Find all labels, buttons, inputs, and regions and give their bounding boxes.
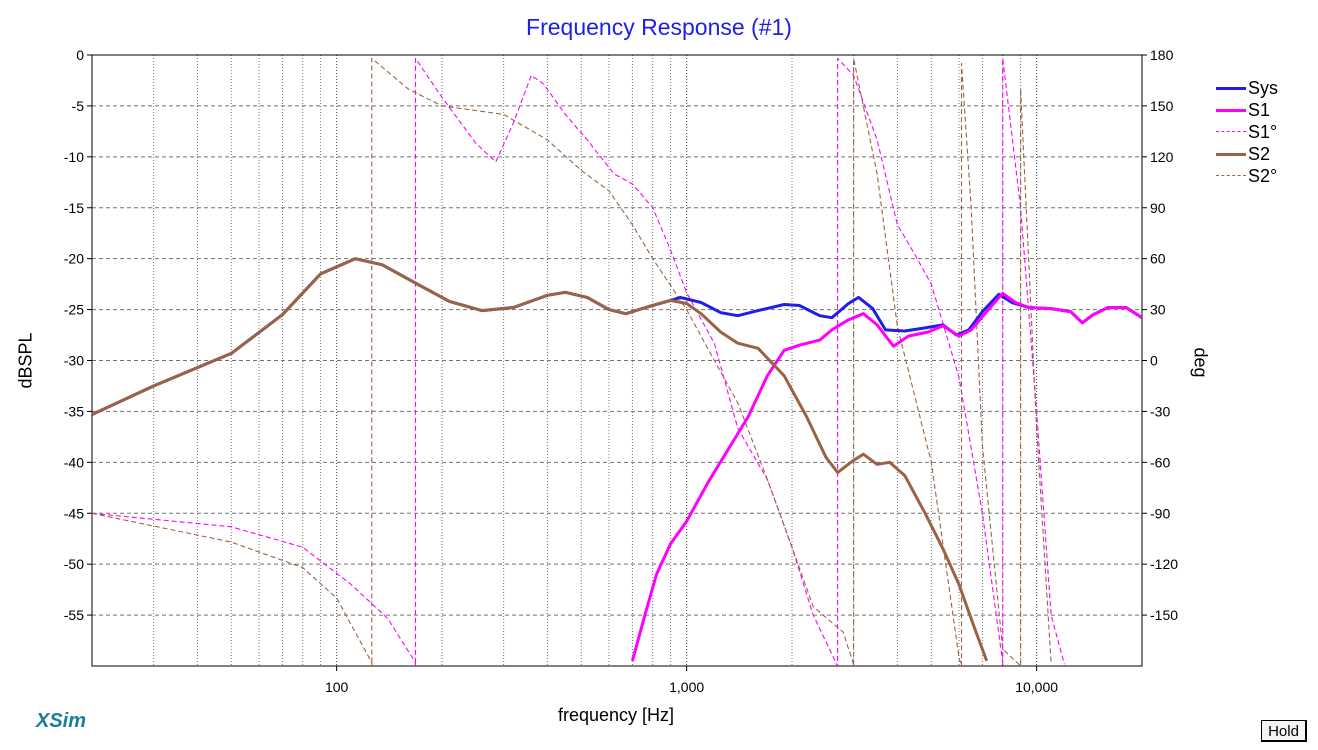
series-s1-line: [630, 291, 1142, 662]
y-axis-label-right: deg: [1190, 347, 1211, 378]
legend-item: S2: [1214, 143, 1314, 165]
legend-label: S1°: [1248, 122, 1278, 142]
y2-tick-label: -120: [1150, 556, 1178, 572]
y-tick-label: -45: [64, 505, 84, 521]
y-tick-label: -10: [64, 149, 84, 165]
legend-swatch: [1216, 153, 1246, 156]
y-tick-label: -55: [64, 607, 84, 623]
x-tick-label: 100: [325, 679, 349, 695]
chart-legend: Sys S1 S1° S2 S2°: [1214, 77, 1314, 187]
y-axis-label-left: dBSPL: [15, 332, 36, 389]
y2-tick-label: -90: [1150, 505, 1170, 521]
legend-swatch: [1216, 131, 1246, 132]
y2-tick-label: 30: [1150, 302, 1166, 318]
y-tick-label: -40: [64, 454, 84, 470]
chart-title: Frequency Response (#1): [526, 14, 792, 40]
y2-tick-label: 0: [1150, 353, 1158, 369]
x-axis-label: frequency [Hz]: [557, 705, 675, 725]
y2-tick-label: 150: [1150, 98, 1174, 114]
series-s2-line: [92, 257, 989, 662]
x-tick-label: 10,000: [1015, 679, 1058, 695]
y2-tick-label: 120: [1150, 149, 1174, 165]
y-tick-label: -15: [64, 200, 84, 216]
legend-swatch: [1216, 109, 1246, 112]
legend-item: S1°: [1214, 121, 1314, 143]
y2-tick-label: -60: [1150, 454, 1170, 470]
legend-label: Sys: [1248, 78, 1279, 98]
legend-label: S2°: [1248, 166, 1278, 186]
y2-tick-label: -30: [1150, 403, 1170, 419]
legend-item: Sys: [1214, 77, 1314, 99]
y-tick-label: -30: [64, 353, 84, 369]
y-tick-label: -5: [72, 98, 85, 114]
y-tick-label: -20: [64, 251, 84, 267]
legend-label: S1: [1248, 100, 1271, 120]
legend-item: S2°: [1214, 165, 1314, 187]
y2-tick-label: 60: [1150, 251, 1166, 267]
xsim-logo: XSim: [36, 710, 87, 732]
y2-tick-label: 180: [1150, 47, 1174, 63]
y-tick-label: 0: [76, 47, 84, 63]
legend-label: S2: [1248, 144, 1271, 164]
legend-swatch: [1216, 175, 1246, 176]
series-s2-phase-line: [92, 57, 1052, 666]
y-tick-label: -50: [64, 556, 84, 572]
legend-swatch: [1216, 87, 1246, 90]
legend-item: S1: [1214, 99, 1314, 121]
hold-button[interactable]: Hold: [1261, 720, 1307, 742]
y-tick-label: -25: [64, 302, 84, 318]
y2-tick-label: -150: [1150, 607, 1178, 623]
series-s1-phase-line: [92, 57, 1065, 666]
y2-tick-label: 90: [1150, 200, 1166, 216]
x-tick-label: 1,000: [669, 679, 704, 695]
y-tick-label: -35: [64, 403, 84, 419]
